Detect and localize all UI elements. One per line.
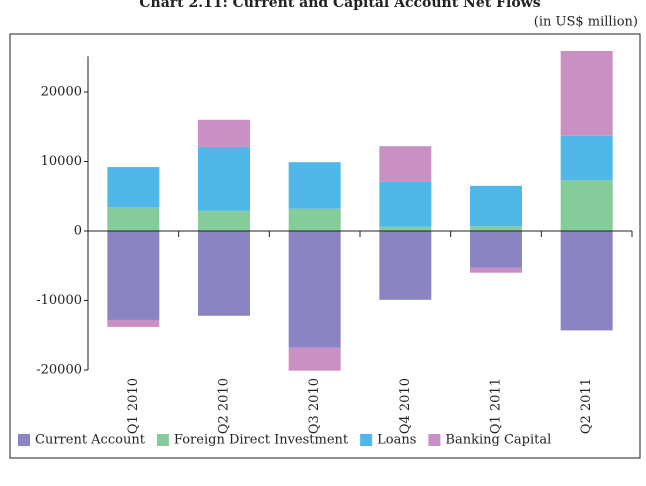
bar <box>560 180 613 231</box>
bar <box>470 267 522 273</box>
bar <box>107 207 160 231</box>
bar <box>198 210 250 231</box>
bar <box>107 167 160 208</box>
bar <box>288 208 341 231</box>
x-tick-label: Q1 2011 <box>489 378 504 434</box>
legend-label: Loans <box>377 433 416 448</box>
x-tick-label: Q3 2010 <box>307 378 322 434</box>
bar <box>470 226 522 231</box>
bar <box>379 231 432 300</box>
bar <box>198 231 250 316</box>
bar <box>288 347 341 371</box>
bar <box>288 231 341 348</box>
bar <box>379 226 432 231</box>
y-tick-label: 10000 <box>41 154 82 169</box>
bar <box>198 146 250 211</box>
legend-swatch <box>360 434 373 446</box>
legend-label: Current Account <box>35 433 146 448</box>
frame <box>9 33 641 459</box>
bar <box>560 231 613 331</box>
legend-swatch <box>18 434 30 446</box>
bar <box>107 319 160 327</box>
bar <box>198 119 250 147</box>
y-tick-label: -10000 <box>36 293 82 308</box>
bar <box>560 135 613 181</box>
chart-title: Chart 2.11: Current and Capital Account … <box>139 0 540 11</box>
y-tick-label: 20000 <box>41 85 82 100</box>
x-tick-label: Q4 2010 <box>398 378 413 434</box>
y-tick-label: -20000 <box>36 363 82 378</box>
bar <box>107 231 160 320</box>
legend-label: Banking Capital <box>445 433 551 448</box>
legend-swatch <box>156 434 169 446</box>
x-tick-label: Q1 2010 <box>126 378 141 434</box>
bar <box>288 162 341 209</box>
legend-label: Foreign Direct Investment <box>174 433 349 448</box>
x-tick-label: Q2 2010 <box>217 378 232 434</box>
x-tick-label: Q2 2011 <box>579 378 594 434</box>
bar <box>470 185 522 227</box>
bar <box>560 50 613 136</box>
bar <box>470 231 522 268</box>
chart-subtitle: (in US$ million) <box>534 15 638 30</box>
bar <box>379 146 432 182</box>
legend-swatch <box>428 434 441 446</box>
bar <box>379 181 432 227</box>
y-tick-label: 0 <box>74 224 82 239</box>
